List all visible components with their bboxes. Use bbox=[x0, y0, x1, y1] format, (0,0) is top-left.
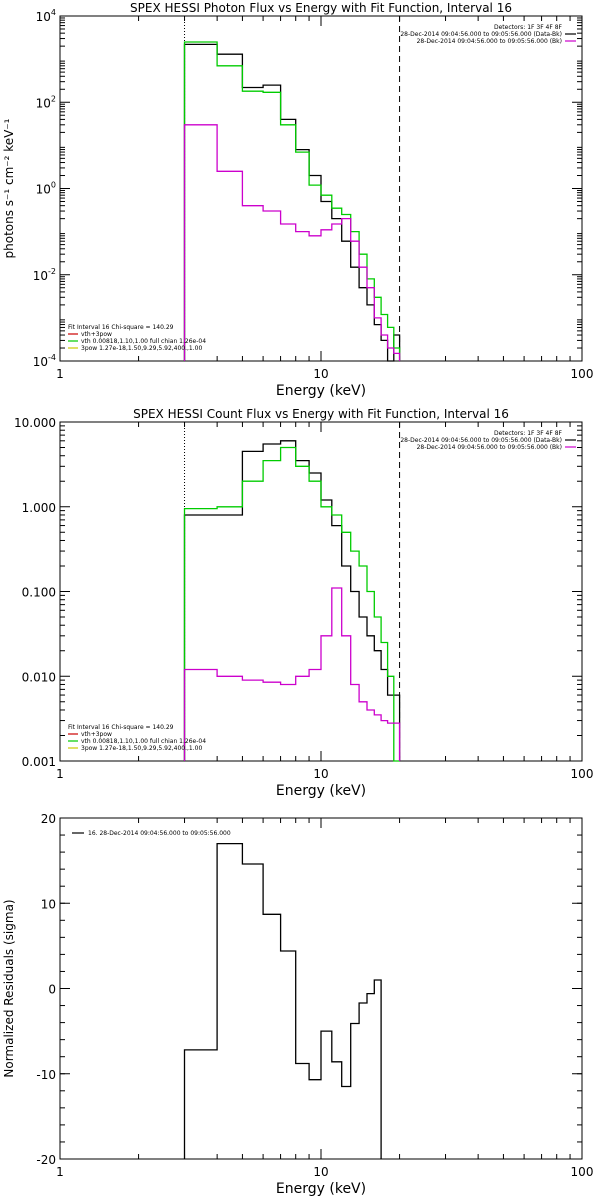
y-tick-base: 10 bbox=[36, 183, 51, 197]
chart-panel-2: 1 10 100 0.001 0.010 0.100 1.000 10.000 SPEX HES… bbox=[14, 407, 593, 799]
x-tick-label: 1 bbox=[56, 1165, 64, 1179]
legend-entry-text: vth+3pow bbox=[81, 331, 112, 338]
y-tick-exponent: 2 bbox=[51, 94, 56, 103]
series-data-bk bbox=[183, 440, 401, 761]
legend-entry-text: vth 0.00818,1.10,1.00 full chian 1.26e-0… bbox=[81, 338, 206, 345]
y-tick-base: 10 bbox=[36, 10, 51, 24]
y-tick-label: 100 bbox=[36, 181, 56, 197]
legend-entry-text: 3pow 1.27e-18,1.50,9.29,5.92,400.,1.00 bbox=[81, 345, 202, 352]
x-axis-label: Energy (keV) bbox=[276, 783, 366, 799]
y-tick-label: 20 bbox=[41, 812, 56, 826]
x-tick-label: 100 bbox=[571, 767, 594, 781]
legend-entry-text: 3pow 1.27e-18,1.50,9.29,5.92,400.,1.00 bbox=[81, 745, 202, 752]
y-tick-base: 10 bbox=[33, 269, 48, 283]
series-bk bbox=[183, 587, 401, 761]
legend-entry-text: vth+3pow bbox=[81, 731, 112, 738]
legend-detectors: Detectors: 1F 3F 4F 8F bbox=[494, 24, 563, 31]
y-tick-exponent: 4 bbox=[51, 8, 56, 17]
y-tick-label: 10.000 bbox=[14, 416, 56, 430]
y-tick-base: 10 bbox=[33, 355, 48, 369]
x-tick-label: 1 bbox=[56, 767, 64, 781]
y-axis-label: Normalized Residuals (sigma) bbox=[2, 899, 16, 1077]
chart-title: SPEX HESSI Count Flux vs Energy with Fit… bbox=[133, 407, 509, 421]
x-axis-label: Energy (keV) bbox=[276, 383, 366, 399]
x-axis-label: Energy (keV) bbox=[276, 1181, 366, 1197]
y-tick-base: 10 bbox=[36, 96, 51, 110]
series-bk bbox=[183, 124, 401, 361]
x-tick-label: 100 bbox=[571, 1165, 594, 1179]
legend-entry-text: 28-Dec-2014 09:04:56.000 to 09:05:56.000… bbox=[400, 31, 562, 38]
y-tick-label: 0.100 bbox=[22, 586, 56, 600]
y-tick-label: 0 bbox=[48, 983, 56, 997]
x-tick-label: 100 bbox=[571, 367, 594, 381]
x-tick-label: 10 bbox=[313, 367, 328, 381]
legend-entry-text: 28-Dec-2014 09:04:56.000 to 09:05:56.000… bbox=[417, 444, 562, 451]
series-data-bk bbox=[183, 43, 401, 362]
y-tick-label: -20 bbox=[36, 1153, 56, 1167]
y-tick-label: 0.001 bbox=[22, 755, 56, 769]
y-tick-label: 102 bbox=[36, 94, 56, 110]
y-tick-label: 0.010 bbox=[22, 670, 56, 684]
chart-panel-3: 1 10 100 -20 -10 0 10 20 Energy (keV) Normalized … bbox=[2, 812, 593, 1197]
legend-fit-info: Fit Interval 16 Chi-square = 140.29 bbox=[68, 724, 174, 731]
legend-detectors: Detectors: 1F 3F 4F 8F bbox=[494, 430, 563, 437]
y-tick-label: 10 bbox=[41, 897, 56, 911]
legend-entry-text: 28-Dec-2014 09:04:56.000 to 09:05:56.000… bbox=[400, 437, 562, 444]
y-tick-exponent: 0 bbox=[51, 181, 56, 190]
legend-entry-text: 16. 28-Dec-2014 09:04:56.000 to 09:05:56… bbox=[88, 830, 231, 837]
y-axis-label: photons s⁻¹ cm⁻² keV⁻¹ bbox=[2, 118, 16, 258]
legend-fit-info: Fit Interval 16 Chi-square = 140.29 bbox=[68, 324, 174, 331]
y-tick-label: 104 bbox=[36, 8, 56, 24]
y-tick-label: -10 bbox=[36, 1068, 56, 1082]
x-tick-label: 1 bbox=[56, 367, 64, 381]
legend-entry-text: 28-Dec-2014 09:04:56.000 to 09:05:56.000… bbox=[417, 38, 562, 45]
series-residuals bbox=[183, 842, 382, 1159]
y-tick-exponent: -2 bbox=[48, 267, 56, 276]
series-vth bbox=[183, 41, 401, 361]
series-vth bbox=[183, 446, 400, 762]
y-tick-label: 10-4 bbox=[33, 353, 56, 369]
x-tick-label: 10 bbox=[313, 767, 328, 781]
plot-frame bbox=[59, 817, 583, 1160]
y-tick-label: 1.000 bbox=[22, 501, 56, 515]
x-tick-label: 10 bbox=[313, 1165, 328, 1179]
y-tick-exponent: -4 bbox=[48, 353, 56, 362]
chart-title: SPEX HESSI Photon Flux vs Energy with Fi… bbox=[130, 1, 512, 15]
y-tick-label: 10-2 bbox=[33, 267, 56, 283]
legend-entry-text: vth 0.00818,1.10,1.00 full chian 1.26e-0… bbox=[81, 738, 206, 745]
